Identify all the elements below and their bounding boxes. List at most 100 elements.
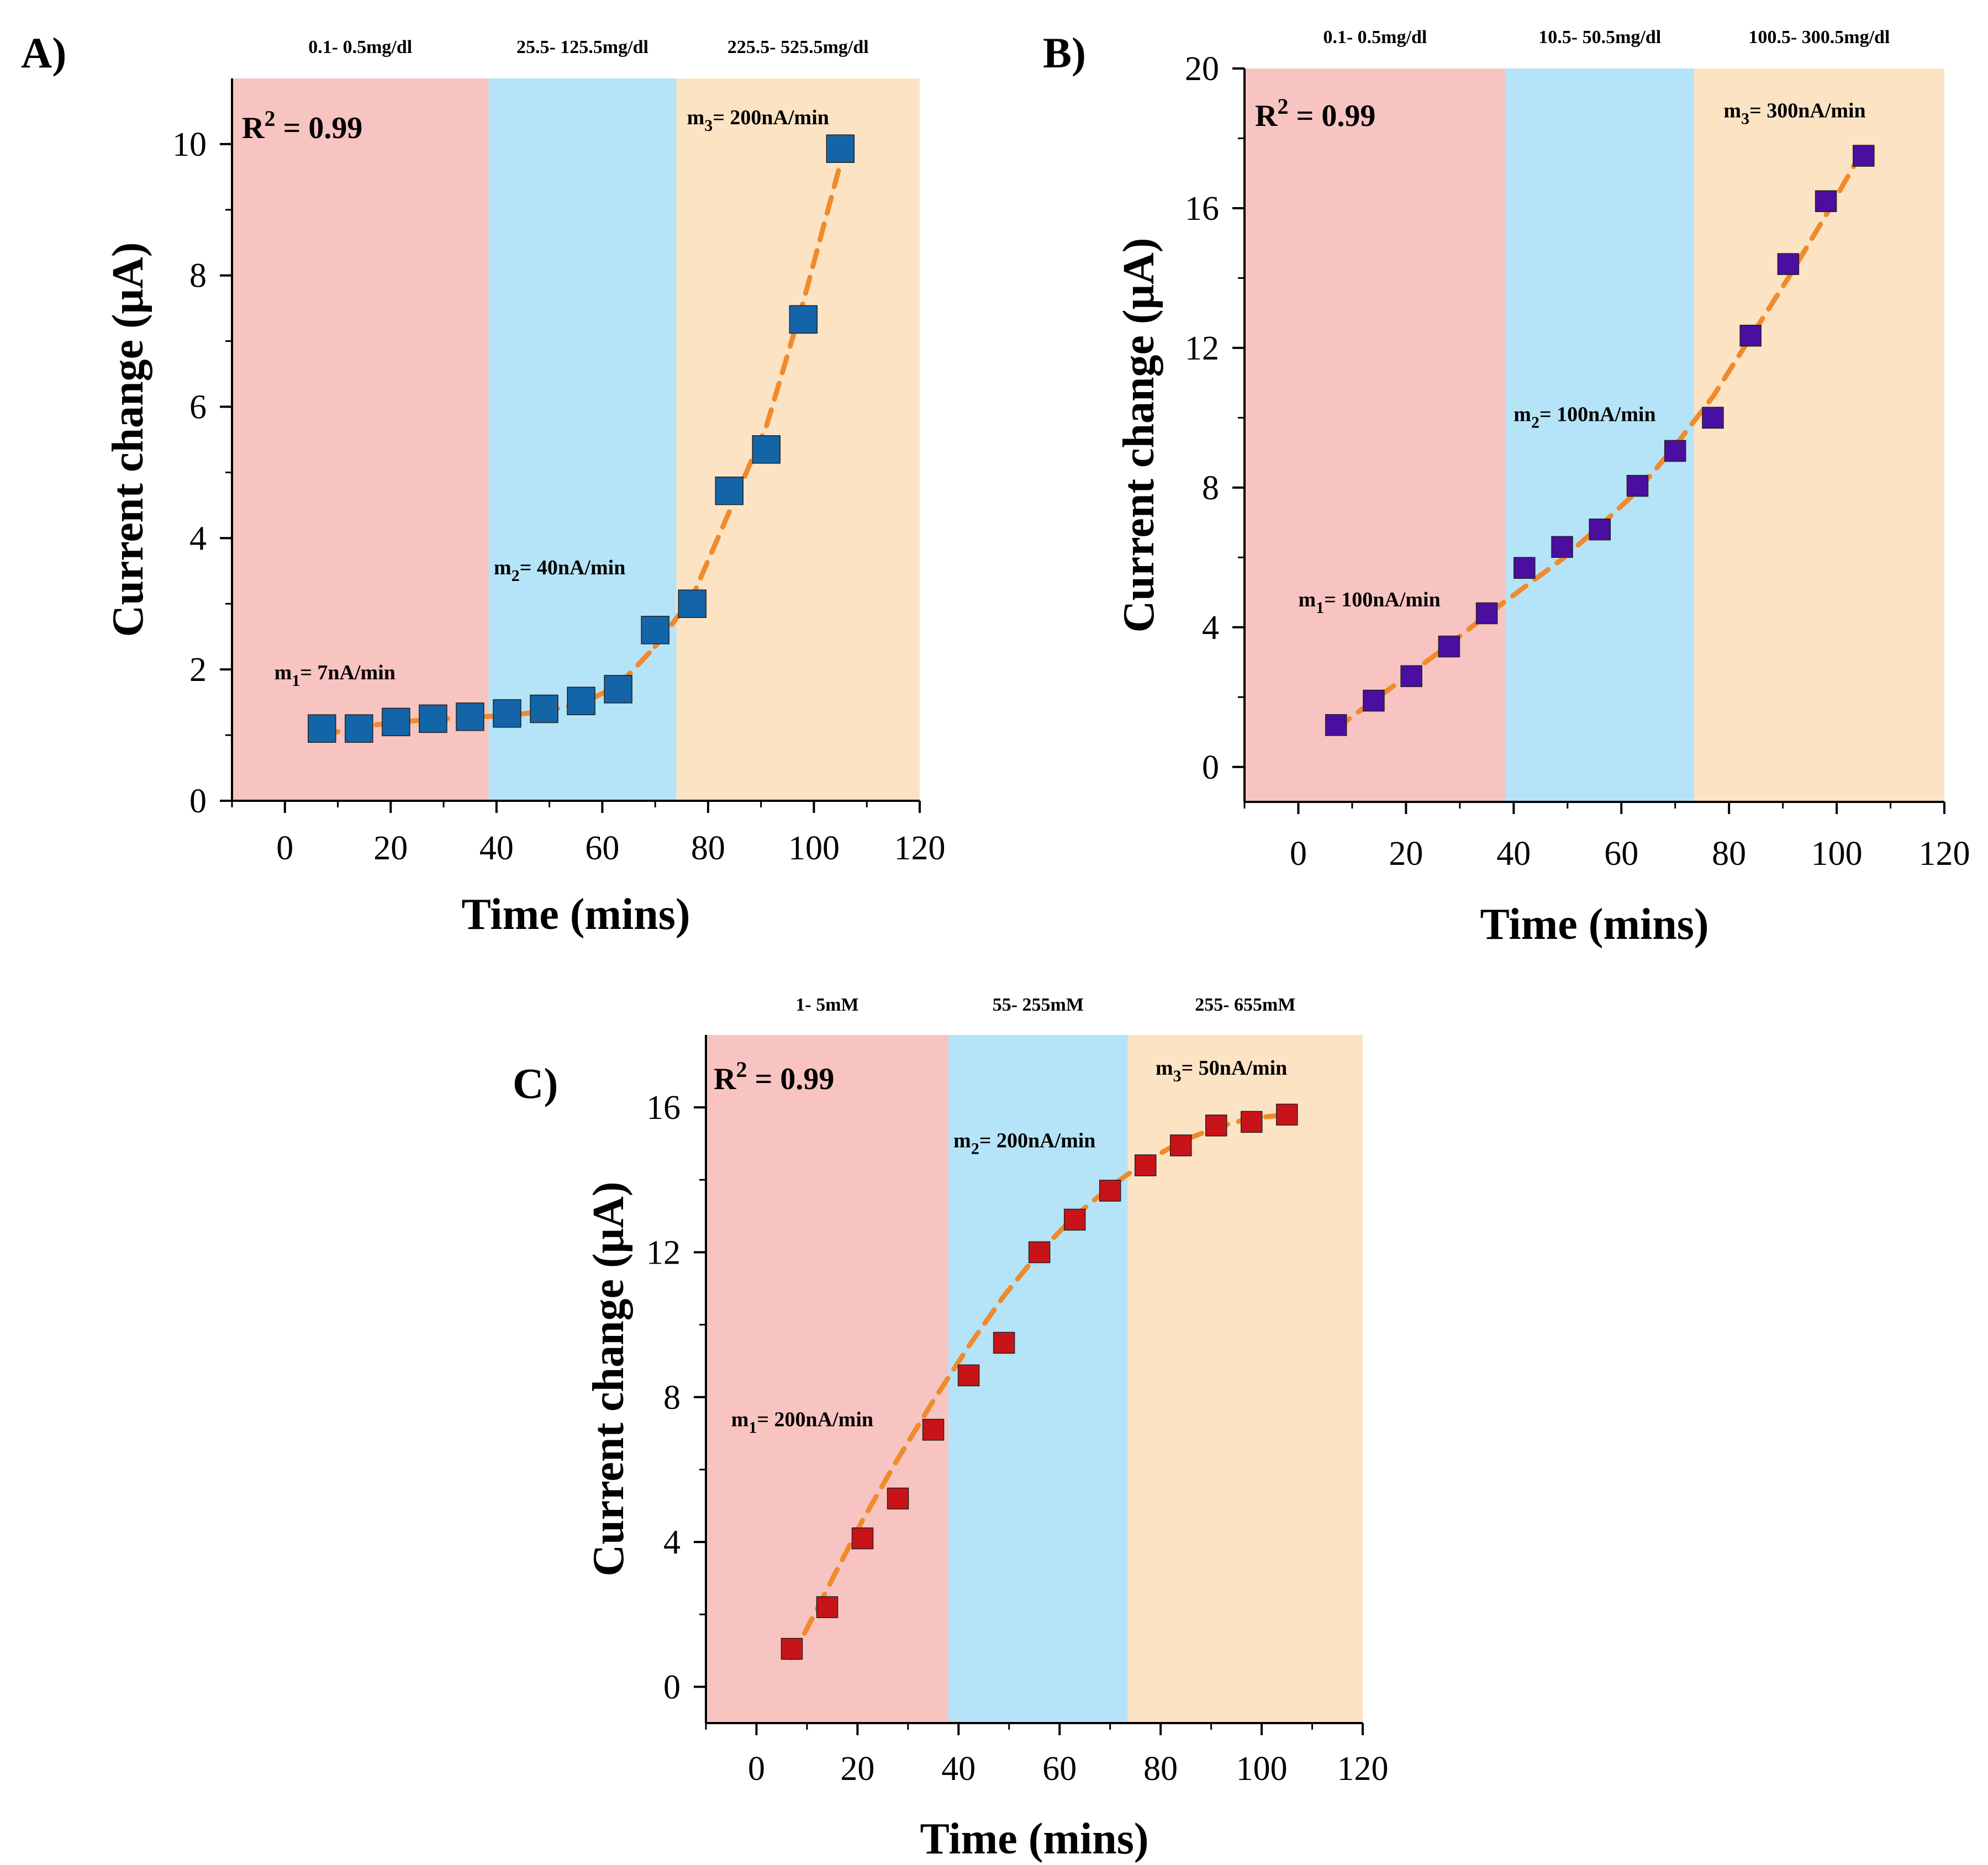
y-tick-label: 4 [1202, 609, 1219, 647]
y-tick-label: 0 [189, 783, 207, 820]
data-point [1551, 536, 1573, 558]
y-tick-label: 8 [1202, 469, 1219, 507]
x-tick-label: 0 [1290, 835, 1307, 873]
data-point [1739, 325, 1762, 347]
band-range-label-3: 255- 655mM [1195, 995, 1295, 1015]
data-point [641, 616, 669, 644]
data-point [1099, 1180, 1121, 1202]
fit-line-1 [1333, 443, 1678, 731]
slope-annotation-2: m2= 40nA/min [494, 556, 625, 585]
band-range-label-2: 55- 255mM [993, 995, 1084, 1015]
y-tick-label: 16 [1185, 190, 1219, 228]
concentration-band-2 [488, 78, 677, 801]
x-tick-label: 0 [748, 1750, 765, 1788]
data-point [1777, 253, 1800, 275]
y-tick-label: 4 [189, 520, 207, 557]
y-tick-label: 4 [663, 1524, 681, 1561]
band-range-label-2: 25.5- 125.5mg/dl [516, 37, 648, 57]
data-point [419, 704, 447, 733]
x-tick-label: 120 [1337, 1750, 1389, 1788]
y-tick-label: 0 [663, 1668, 681, 1706]
data-point [308, 714, 336, 743]
concentration-band-1 [232, 78, 489, 801]
concentration-band-1 [1245, 68, 1506, 802]
panel-label: B) [1043, 29, 1086, 77]
data-point [1028, 1241, 1051, 1264]
y-tick-label: 12 [646, 1234, 681, 1271]
slope-annotation-1: m1= 200nA/min [731, 1408, 873, 1436]
x-axis-title: Time (mins) [920, 1815, 1148, 1863]
data-point [493, 699, 521, 728]
band-range-label-1: 0.1- 0.5mg/dl [308, 37, 412, 57]
data-point [1325, 714, 1347, 736]
y-axis-title: Current change (μA) [584, 1182, 633, 1577]
x-tick-label: 100 [1236, 1750, 1288, 1788]
data-point [1276, 1103, 1298, 1126]
data-point [1702, 406, 1724, 429]
x-tick-label: 20 [1389, 835, 1423, 873]
concentration-band-3 [1694, 68, 1944, 802]
data-point [887, 1487, 909, 1510]
data-point [1438, 635, 1460, 658]
data-point [1475, 602, 1498, 625]
data-point [781, 1637, 803, 1660]
r-squared-annotation: R2 = 0.99 [714, 1057, 834, 1096]
y-axis-title: Current change (μA) [104, 242, 152, 637]
x-tick-label: 40 [941, 1750, 975, 1788]
y-tick-label: 10 [172, 126, 207, 163]
x-axis-title: Time (mins) [1480, 900, 1708, 949]
slope-annotation-1: m1= 7nA/min [275, 661, 396, 690]
data-point [1063, 1208, 1086, 1231]
fit-line-2 [652, 161, 843, 649]
concentration-band-3 [676, 78, 920, 801]
x-axis-title: Time (mins) [461, 890, 690, 939]
data-point [345, 714, 373, 743]
slope-annotation-2: m2= 200nA/min [953, 1129, 1095, 1158]
chart-panel-b: 0.1- 0.5mg/dl 10.5- 50.5mg/dl 100.5- 300.5… [1043, 27, 1970, 949]
data-point [1241, 1111, 1263, 1133]
x-tick-label: 40 [479, 830, 514, 867]
data-point [567, 686, 595, 716]
data-point [1363, 689, 1385, 712]
data-point [1205, 1114, 1227, 1137]
y-tick-label: 16 [646, 1089, 681, 1127]
x-tick-label: 20 [373, 830, 408, 867]
data-point [530, 694, 558, 723]
concentration-band-2 [1505, 68, 1694, 802]
x-tick-label: 40 [1496, 835, 1531, 873]
data-point [1400, 665, 1422, 688]
x-tick-label: 120 [1919, 835, 1970, 873]
data-point [678, 589, 706, 619]
x-tick-label: 60 [1042, 1750, 1077, 1788]
data-point [1853, 145, 1875, 167]
data-point [752, 435, 781, 464]
band-range-label-3: 225.5- 525.5mg/dl [727, 37, 869, 57]
data-point [1169, 1134, 1192, 1156]
data-point [1626, 474, 1649, 497]
y-tick-label: 20 [1185, 50, 1219, 88]
data-point [715, 476, 743, 505]
data-point [1134, 1154, 1157, 1176]
r-squared-annotation: R2 = 0.99 [242, 106, 362, 145]
data-point [993, 1332, 1015, 1354]
y-tick-label: 2 [189, 651, 207, 689]
data-point [957, 1364, 980, 1387]
x-tick-label: 80 [1143, 1750, 1178, 1788]
data-point [816, 1596, 839, 1618]
slope-annotation-3: m3= 50nA/min [1156, 1056, 1287, 1085]
x-tick-label: 60 [585, 830, 619, 867]
data-point [826, 134, 855, 163]
x-tick-label: 100 [788, 830, 840, 867]
x-tick-label: 80 [1712, 835, 1746, 873]
slope-annotation-2: m2= 100nA/min [1514, 403, 1655, 432]
data-point [1514, 557, 1536, 579]
x-tick-label: 0 [276, 830, 293, 867]
panel-label: C) [513, 1059, 558, 1107]
y-tick-label: 8 [663, 1379, 681, 1417]
slope-annotation-3: m3= 300nA/min [1723, 99, 1865, 128]
band-range-label-1: 1- 5mM [795, 995, 858, 1015]
y-axis-title: Current change (μA) [1115, 238, 1163, 633]
x-tick-label: 120 [894, 830, 946, 867]
x-tick-label: 20 [840, 1750, 874, 1788]
